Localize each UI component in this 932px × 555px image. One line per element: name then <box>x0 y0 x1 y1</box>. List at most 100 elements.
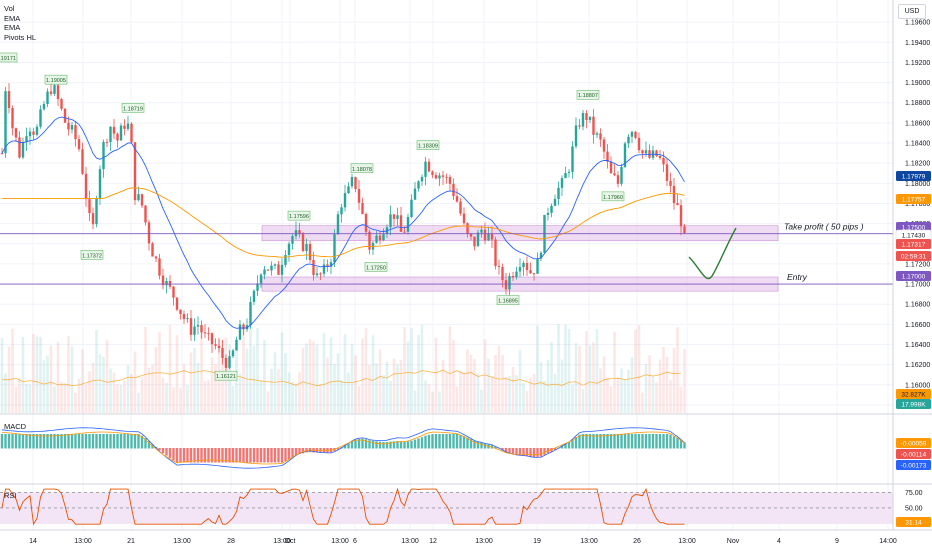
volume-bar <box>249 325 252 413</box>
candle <box>35 126 39 135</box>
currency-button[interactable]: USD <box>898 4 926 19</box>
macd-histogram-bar <box>284 448 287 462</box>
rsi-tag-bg <box>896 517 931 527</box>
macd-histogram-bar <box>291 448 294 458</box>
macd-histogram-bar <box>616 434 620 449</box>
macd-histogram-bar <box>648 434 651 449</box>
volume-bar <box>403 326 406 413</box>
time-tick-label: 19 <box>533 538 541 545</box>
volume-bar <box>406 341 410 413</box>
volume-tag-text: 32.827K <box>901 392 926 399</box>
volume-bar <box>665 356 669 413</box>
price-tag-text: 1.17757 <box>902 197 926 204</box>
volume-bar <box>448 326 452 413</box>
candle <box>375 235 378 243</box>
candle <box>263 269 266 275</box>
legend-ema-1[interactable]: EMA <box>4 13 21 23</box>
candle <box>165 280 168 286</box>
candle <box>81 149 84 174</box>
macd-histogram-bar <box>641 434 644 449</box>
price-tick-label: 1.18000 <box>905 181 930 188</box>
time-tick-label: 13:00 <box>173 538 191 545</box>
macd-histogram-bar <box>147 441 151 449</box>
macd-histogram-bar <box>193 448 196 463</box>
candle <box>102 141 105 170</box>
pivot-value: 1.17596 <box>289 214 309 220</box>
pivot-label: 1.18807 <box>576 89 600 100</box>
volume-bar <box>189 352 193 413</box>
volume-bar <box>529 378 532 413</box>
candle <box>109 126 112 142</box>
projection-curve <box>688 227 737 280</box>
rsi-line <box>1 487 685 526</box>
pivot-value: 1.18309 <box>418 144 438 150</box>
volume-bar <box>480 389 483 413</box>
legend-vol[interactable]: Vol <box>4 4 15 13</box>
candle <box>672 185 676 204</box>
volume-bar <box>389 380 392 413</box>
macd-histogram-bar <box>655 434 658 449</box>
pivot-value: 1.18719 <box>123 106 143 112</box>
time-tick-label: 13:00 <box>678 538 696 545</box>
rsi-label[interactable]: RSI <box>4 491 17 500</box>
volume-bar <box>312 341 315 413</box>
candle <box>452 183 455 197</box>
macd-histogram-bar <box>84 434 88 449</box>
macd-histogram-bar <box>336 448 340 450</box>
macd-histogram-bar <box>553 448 557 450</box>
candle <box>112 126 116 134</box>
macd-histogram-bar <box>14 434 18 449</box>
macd-histogram-bar <box>662 434 665 449</box>
ema-lines <box>1 116 685 329</box>
candle <box>98 169 102 199</box>
price-tick-label: 1.16800 <box>905 302 930 309</box>
pivot-box <box>214 370 238 381</box>
pivot-label: 1.16895 <box>496 295 520 305</box>
volume-bar <box>434 337 438 413</box>
candle <box>613 173 616 176</box>
price-tag: 1.17757 <box>896 194 931 204</box>
macd-histogram-bar <box>406 441 410 449</box>
volume-bar <box>564 324 567 413</box>
volume-bar <box>91 362 95 413</box>
volume-bar <box>298 372 301 413</box>
volume-bar <box>592 342 595 413</box>
ema-fast-line <box>1 116 685 329</box>
macd-histogram-bar <box>578 434 581 449</box>
macd-tag-bg <box>896 449 931 459</box>
price-tick-label: 1.17800 <box>905 201 930 208</box>
candle <box>322 264 326 274</box>
candle <box>679 205 683 227</box>
volume-bar <box>424 380 427 413</box>
candle <box>158 258 161 276</box>
rsi-tag-text: 31.14 <box>905 520 922 527</box>
time-tick-label: 21 <box>127 538 135 545</box>
macd-label[interactable]: MACD <box>4 422 27 431</box>
volume-bar <box>375 363 378 413</box>
candle <box>140 194 144 206</box>
volume-bar <box>133 351 137 413</box>
candle <box>396 215 399 219</box>
volume-bar <box>679 386 683 413</box>
candle <box>501 266 504 281</box>
volume-bar <box>683 349 686 413</box>
macd-histogram-bar <box>42 434 46 449</box>
macd-histogram-bar <box>200 448 203 463</box>
legend-pivots[interactable]: Pivots HL <box>4 32 37 42</box>
volume-bar <box>466 349 469 413</box>
volume-bar <box>427 384 431 413</box>
volume-bar <box>319 383 322 413</box>
price-tick-label: 1.19200 <box>905 60 930 67</box>
volume-bar <box>413 390 417 413</box>
volume-bar <box>452 340 455 413</box>
pivot-box <box>121 103 145 113</box>
candle <box>175 297 179 310</box>
volume-bar <box>539 362 543 413</box>
legend-ema-2[interactable]: EMA <box>4 23 21 32</box>
candle <box>0 153 4 155</box>
candle <box>161 275 165 286</box>
pivot-box <box>0 52 18 63</box>
